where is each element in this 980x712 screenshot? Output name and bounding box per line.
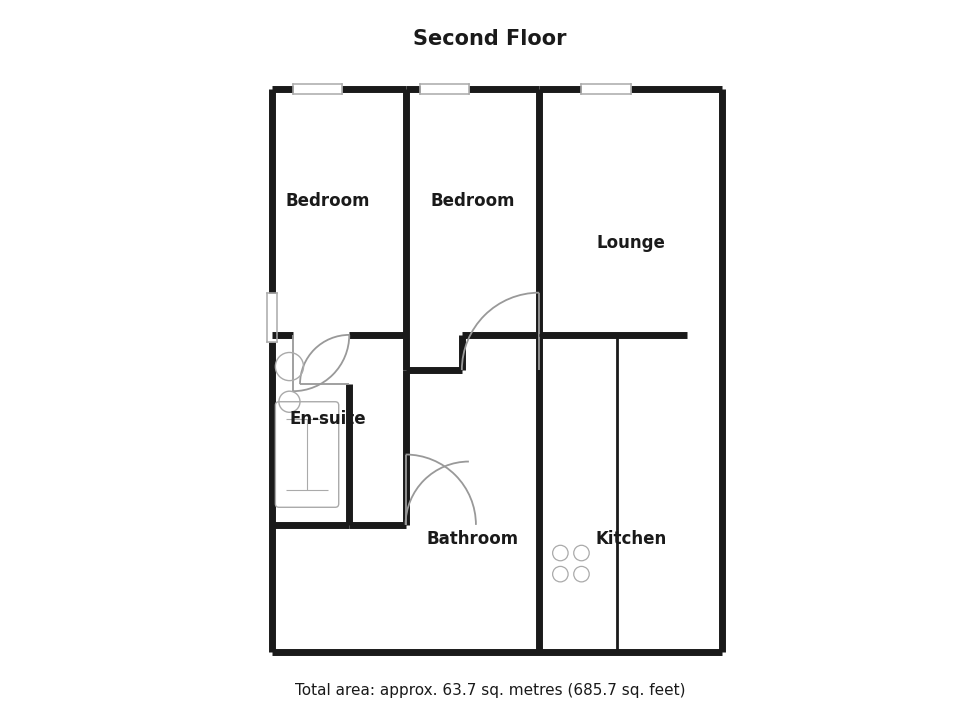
Text: Second Floor: Second Floor <box>414 29 566 49</box>
Text: Lounge: Lounge <box>596 234 665 253</box>
Text: Kitchen: Kitchen <box>595 530 666 548</box>
Text: Bathroom: Bathroom <box>426 530 518 548</box>
Text: Total area: approx. 63.7 sq. metres (685.7 sq. feet): Total area: approx. 63.7 sq. metres (685… <box>295 683 685 698</box>
Text: En-suite: En-suite <box>290 410 367 429</box>
Text: Bedroom: Bedroom <box>430 192 514 210</box>
Text: Bedroom: Bedroom <box>286 192 370 210</box>
